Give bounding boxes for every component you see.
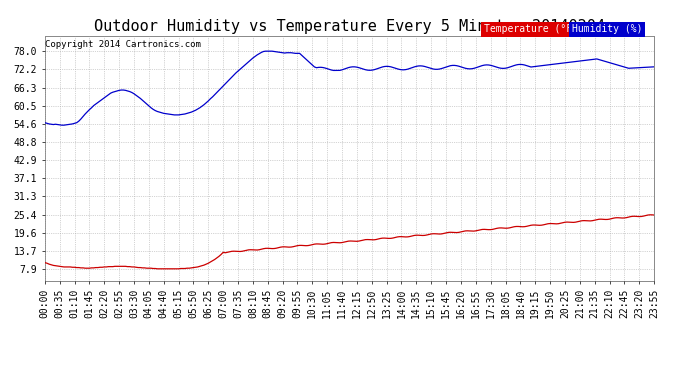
Title: Outdoor Humidity vs Temperature Every 5 Minutes 20140204: Outdoor Humidity vs Temperature Every 5 … bbox=[94, 20, 605, 34]
Text: Copyright 2014 Cartronics.com: Copyright 2014 Cartronics.com bbox=[45, 40, 201, 49]
Text: Humidity (%): Humidity (%) bbox=[572, 24, 642, 34]
Text: Temperature (°F): Temperature (°F) bbox=[484, 24, 578, 34]
